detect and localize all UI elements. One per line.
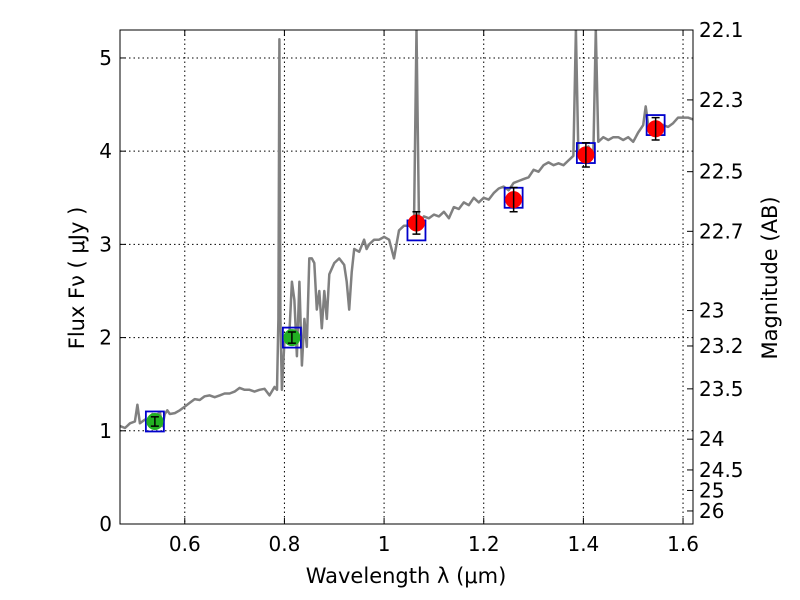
y-tick-label: 5 [99, 46, 112, 70]
y-axis-title: Flux Fν ( μJy ) [65, 207, 89, 350]
y-tick-label: 4 [99, 139, 112, 163]
magnitude-tick-label: 22.7 [699, 219, 744, 243]
magnitude-tick-label: 24.5 [699, 458, 744, 482]
x-tick-label: 1 [378, 532, 391, 556]
x-tick-label: 0.6 [169, 532, 201, 556]
magnitude-tick-label: 23.5 [699, 377, 744, 401]
y-tick-label: 3 [99, 232, 112, 256]
axes: 0.6 0.8 1 1.2 1.4 1.601234522.122.322.522.723… [99, 18, 743, 556]
y-tick-label: 0 [99, 512, 112, 536]
x-tick-label: 1.2 [468, 532, 500, 556]
magnitude-tick-label: 25 [699, 478, 724, 502]
y-axis-right-title: Magnitude (AB) [758, 196, 782, 359]
magnitude-tick-label: 23.2 [699, 334, 744, 358]
x-tick-label: 1.6 [667, 532, 699, 556]
magnitude-tick-label: 26 [699, 499, 724, 523]
y-tick-label: 2 [99, 326, 112, 350]
x-tick-label: 1.4 [567, 532, 599, 556]
y-tick-label: 1 [99, 419, 112, 443]
magnitude-tick-label: 22.5 [699, 160, 744, 184]
x-axis-title: Wavelength λ (μm) [306, 564, 507, 588]
magnitude-tick-label: 24 [699, 427, 724, 451]
plot-markers [144, 114, 666, 433]
model-box [144, 410, 165, 433]
model-box [281, 326, 302, 349]
magnitude-tick-label: 22.3 [699, 88, 744, 112]
magnitude-tick-label: 22.1 [699, 18, 744, 42]
magnitude-tick-label: 23 [699, 299, 724, 323]
x-tick-label: 0.8 [269, 532, 301, 556]
plot-frame [119, 29, 694, 525]
